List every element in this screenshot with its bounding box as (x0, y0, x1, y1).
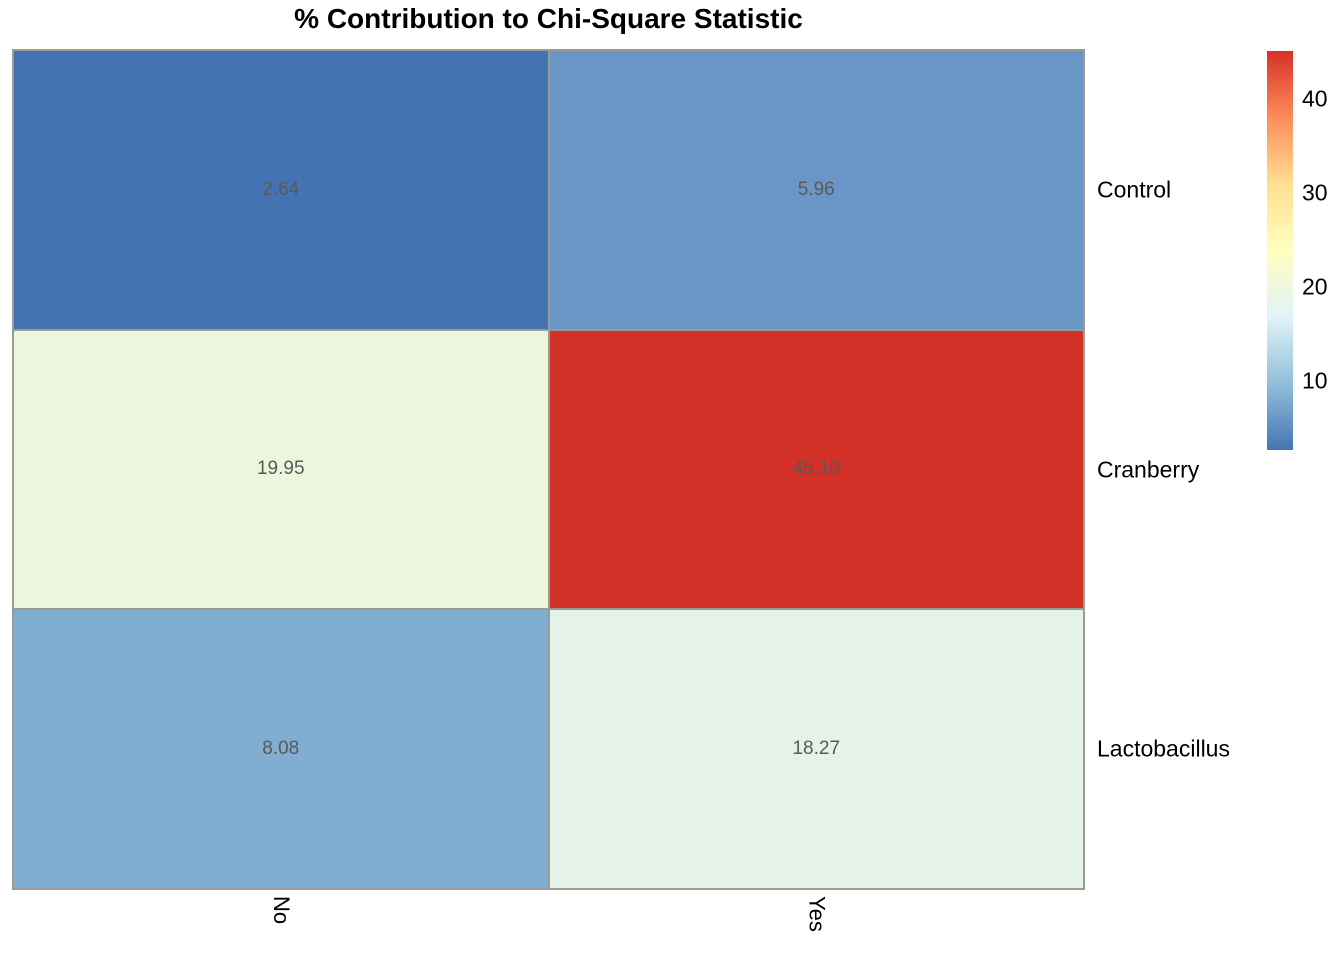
cell-value: 2.64 (262, 178, 300, 200)
row-label-lactobacillus: Lactobacillus (1097, 735, 1230, 762)
cell-value: 45.10 (792, 458, 841, 480)
row-label-cranberry: Cranberry (1097, 456, 1200, 482)
heatmap-cell-control-yes: 5.96 (549, 51, 1083, 329)
colorbar-tick-label: 10 (1302, 367, 1328, 394)
cell-value: 18.27 (792, 738, 841, 760)
colorbar-tick-label: 40 (1302, 85, 1328, 112)
heatmap-cell-lactobacillus-no: 8.08 (14, 610, 548, 888)
heatmap-cell-control-no: 2.64 (14, 51, 548, 329)
cell-value: 8.08 (262, 738, 300, 760)
colorbar-gradient (1267, 51, 1293, 450)
cell-value: 19.95 (256, 458, 305, 480)
heatmap-grid: 2.64 5.96 19.95 45.10 8.08 18.27 (12, 49, 1085, 890)
chart-title: % Contribution to Chi-Square Statistic (294, 3, 803, 34)
heatmap-cell-lactobacillus-yes: 18.27 (549, 610, 1083, 888)
row-label-control: Control (1097, 176, 1172, 203)
column-label-no: No (268, 896, 294, 925)
colorbar-tick-label: 20 (1302, 273, 1328, 300)
cell-value: 5.96 (797, 178, 835, 200)
heatmap-cell-cranberry-no: 19.95 (14, 330, 548, 609)
column-label-yes: Yes (804, 896, 830, 932)
heatmap-cell-cranberry-yes: 45.10 (549, 330, 1083, 609)
colorbar-tick-label: 30 (1302, 179, 1328, 206)
